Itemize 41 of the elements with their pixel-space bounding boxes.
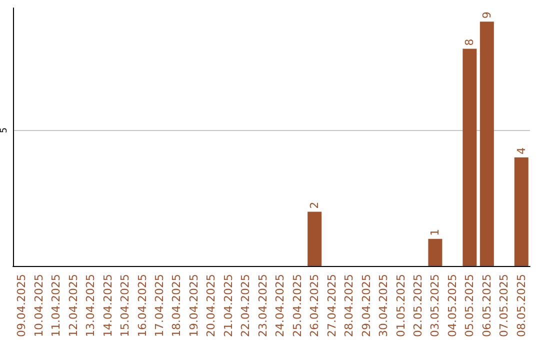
x-tick-label: 15.04.2025 xyxy=(118,274,132,338)
x-tick-label: 21.04.2025 xyxy=(222,274,235,338)
bar xyxy=(428,238,442,266)
x-tick-label: 11.04.2025 xyxy=(50,274,63,338)
x-tick-label: 10.04.2025 xyxy=(32,274,46,338)
x-tick-label: 19.04.2025 xyxy=(187,274,200,338)
x-tick-label: 13.04.2025 xyxy=(84,274,98,338)
x-tick-label: 02.05.2025 xyxy=(411,274,424,338)
bar xyxy=(514,157,528,266)
x-tick-label: 08.05.2025 xyxy=(514,274,528,338)
x-tick-label: 04.05.2025 xyxy=(446,274,459,338)
bar xyxy=(462,48,477,266)
x-tick-label: 24.04.2025 xyxy=(274,274,287,338)
x-tick-label: 29.04.2025 xyxy=(360,274,373,338)
x-tick-label: 30.04.2025 xyxy=(377,274,390,338)
x-tick-label: 22.04.2025 xyxy=(239,274,252,338)
x-tick-label: 07.05.2025 xyxy=(498,274,511,338)
data-label: 2 xyxy=(308,202,322,209)
x-tick-label: 05.05.2025 xyxy=(463,274,476,338)
bar xyxy=(308,212,322,266)
x-tick-label: 28.04.2025 xyxy=(342,274,356,338)
x-tick-label: 09.04.2025 xyxy=(15,274,28,338)
bar xyxy=(480,22,494,266)
data-label: 8 xyxy=(463,38,476,46)
x-tick-label: 06.05.2025 xyxy=(480,274,494,338)
x-tick-label: 18.04.2025 xyxy=(170,274,184,338)
y-tick-label: 5 xyxy=(0,127,10,134)
x-tick-label: 14.04.2025 xyxy=(101,274,114,338)
x-tick-label: 17.04.2025 xyxy=(152,274,166,338)
x-tick-label: 27.04.2025 xyxy=(325,274,338,338)
x-tick-label: 23.04.2025 xyxy=(256,274,270,338)
data-label: 9 xyxy=(480,12,494,19)
x-tick-label: 26.04.2025 xyxy=(308,274,322,338)
x-tick-label: 20.04.2025 xyxy=(204,274,218,338)
x-tick-label: 12.04.2025 xyxy=(66,274,80,338)
data-label: 1 xyxy=(428,228,442,236)
x-tick-label: 25.04.2025 xyxy=(290,274,304,338)
x-tick-label: 16.04.2025 xyxy=(136,274,149,338)
x-tick-label: 03.05.2025 xyxy=(428,274,442,338)
data-label: 4 xyxy=(514,147,528,154)
x-tick-label: 01.05.2025 xyxy=(394,274,408,338)
